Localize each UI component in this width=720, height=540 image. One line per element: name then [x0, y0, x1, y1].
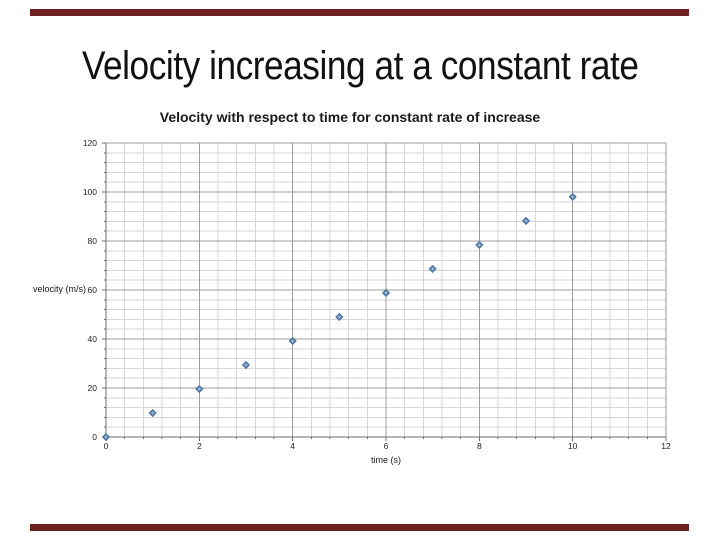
x-tick-label: 6: [384, 441, 389, 451]
y-tick-label: 20: [88, 383, 98, 393]
y-tick-label: 40: [88, 334, 98, 344]
data-point-center: [478, 244, 481, 246]
slide-title-text: Velocity increasing at a constant rate: [81, 44, 639, 88]
x-tick-label: 4: [290, 441, 295, 451]
y-tick-label: 0: [92, 432, 97, 442]
slide-title: Velocity increasing at a constant rate: [0, 44, 720, 89]
y-tick-label: 100: [83, 187, 97, 197]
data-point-center: [431, 268, 434, 270]
data-point-center: [245, 364, 247, 366]
x-tick-label: 0: [104, 441, 109, 451]
x-axis-label: time (s): [371, 455, 401, 465]
top-accent-bar: [30, 9, 689, 16]
bottom-accent-bar: [30, 524, 689, 531]
x-tick-label: 12: [661, 441, 671, 451]
data-point-center: [385, 292, 387, 294]
x-tick-label: 10: [568, 441, 578, 451]
y-axis-label: velocity (m/s): [32, 284, 86, 294]
y-tick-label: 120: [83, 138, 97, 148]
x-tick-label: 2: [197, 441, 202, 451]
y-tick-label: 80: [88, 236, 98, 246]
data-point-center: [571, 196, 574, 198]
data-point-center: [105, 436, 107, 438]
data-point-center: [291, 340, 294, 342]
data-point-center: [525, 220, 527, 222]
x-tick-label: 8: [477, 441, 482, 451]
data-point-center: [338, 316, 341, 318]
y-tick-label: 60: [88, 285, 98, 295]
data-point-center: [198, 388, 201, 390]
data-point-center: [151, 412, 154, 414]
chart-title: Velocity with respect to time for consta…: [159, 109, 541, 125]
